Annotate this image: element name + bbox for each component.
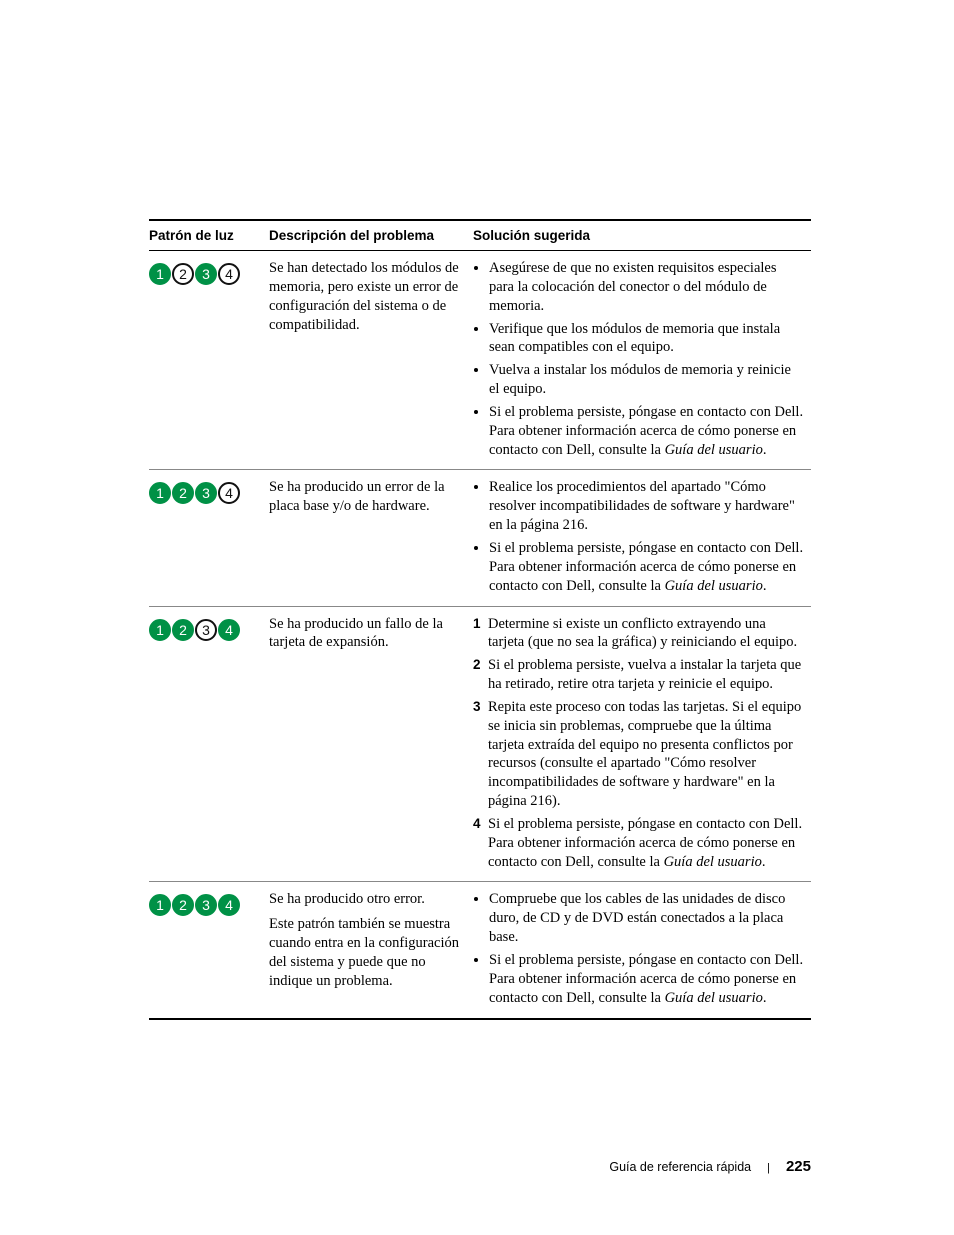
- table-row: 1234Se ha producido un fallo de la tarje…: [149, 606, 811, 882]
- footer-title: Guía de referencia rápida: [609, 1160, 751, 1174]
- light-on-icon: 4: [218, 619, 240, 641]
- footer-separator: |: [767, 1162, 770, 1174]
- light-on-icon: 3: [195, 894, 217, 916]
- header-solution: Solución sugerida: [473, 220, 811, 251]
- light-on-icon: 3: [195, 263, 217, 285]
- list-item: Verifique que los módulos de memoria que…: [489, 320, 805, 358]
- light-on-icon: 4: [218, 894, 240, 916]
- light-on-icon: 2: [172, 894, 194, 916]
- table-row: 1234Se ha producido otro error.Este patr…: [149, 882, 811, 1019]
- list-item: 1Determine si existe un conflicto extray…: [473, 615, 805, 653]
- light-on-icon: 1: [149, 482, 171, 504]
- problem-description: Se han detectado los módulos de memoria,…: [269, 259, 467, 334]
- light-off-icon: 3: [195, 619, 217, 641]
- table-row: 1234Se han detectado los módulos de memo…: [149, 251, 811, 470]
- footer-page-number: 225: [786, 1158, 811, 1175]
- problem-description: Se ha producido un error de la placa bas…: [269, 478, 467, 516]
- light-on-icon: 1: [149, 263, 171, 285]
- suggested-solution: Compruebe que los cables de las unidades…: [473, 890, 805, 1007]
- list-item: Si el problema persiste, póngase en cont…: [489, 403, 805, 460]
- light-pattern: 1234: [149, 478, 263, 504]
- list-item: Realice los procedimientos del apartado …: [489, 478, 805, 535]
- list-item: Si el problema persiste, póngase en cont…: [489, 951, 805, 1008]
- light-off-icon: 4: [218, 263, 240, 285]
- list-item: Asegúrese de que no existen requisitos e…: [489, 259, 805, 316]
- header-description: Descripción del problema: [269, 220, 473, 251]
- list-item: Compruebe que los cables de las unidades…: [489, 890, 805, 947]
- suggested-solution: Asegúrese de que no existen requisitos e…: [473, 259, 805, 459]
- light-on-icon: 1: [149, 894, 171, 916]
- list-item: 4Si el problema persiste, póngase en con…: [473, 815, 805, 872]
- list-item: Vuelva a instalar los módulos de memoria…: [489, 361, 805, 399]
- problem-description: Se ha producido un fallo de la tarjeta d…: [269, 615, 467, 653]
- light-off-icon: 4: [218, 482, 240, 504]
- problem-description: Se ha producido otro error.Este patrón t…: [269, 890, 467, 990]
- suggested-solution: Realice los procedimientos del apartado …: [473, 478, 805, 595]
- light-pattern: 1234: [149, 890, 263, 916]
- light-on-icon: 1: [149, 619, 171, 641]
- list-item: Si el problema persiste, póngase en cont…: [489, 539, 805, 596]
- list-item: 3Repita este proceso con todas las tarje…: [473, 698, 805, 811]
- light-on-icon: 2: [172, 482, 194, 504]
- list-item: 2Si el problema persiste, vuelva a insta…: [473, 656, 805, 694]
- light-on-icon: 2: [172, 619, 194, 641]
- light-pattern: 1234: [149, 615, 263, 641]
- page-footer: Guía de referencia rápida | 225: [609, 1158, 811, 1175]
- header-pattern: Patrón de luz: [149, 220, 269, 251]
- light-pattern: 1234: [149, 259, 263, 285]
- table-row: 1234Se ha producido un error de la placa…: [149, 470, 811, 606]
- light-off-icon: 2: [172, 263, 194, 285]
- diagnostics-table: Patrón de luz Descripción del problema S…: [149, 219, 811, 1020]
- light-on-icon: 3: [195, 482, 217, 504]
- suggested-solution: 1Determine si existe un conflicto extray…: [473, 615, 805, 872]
